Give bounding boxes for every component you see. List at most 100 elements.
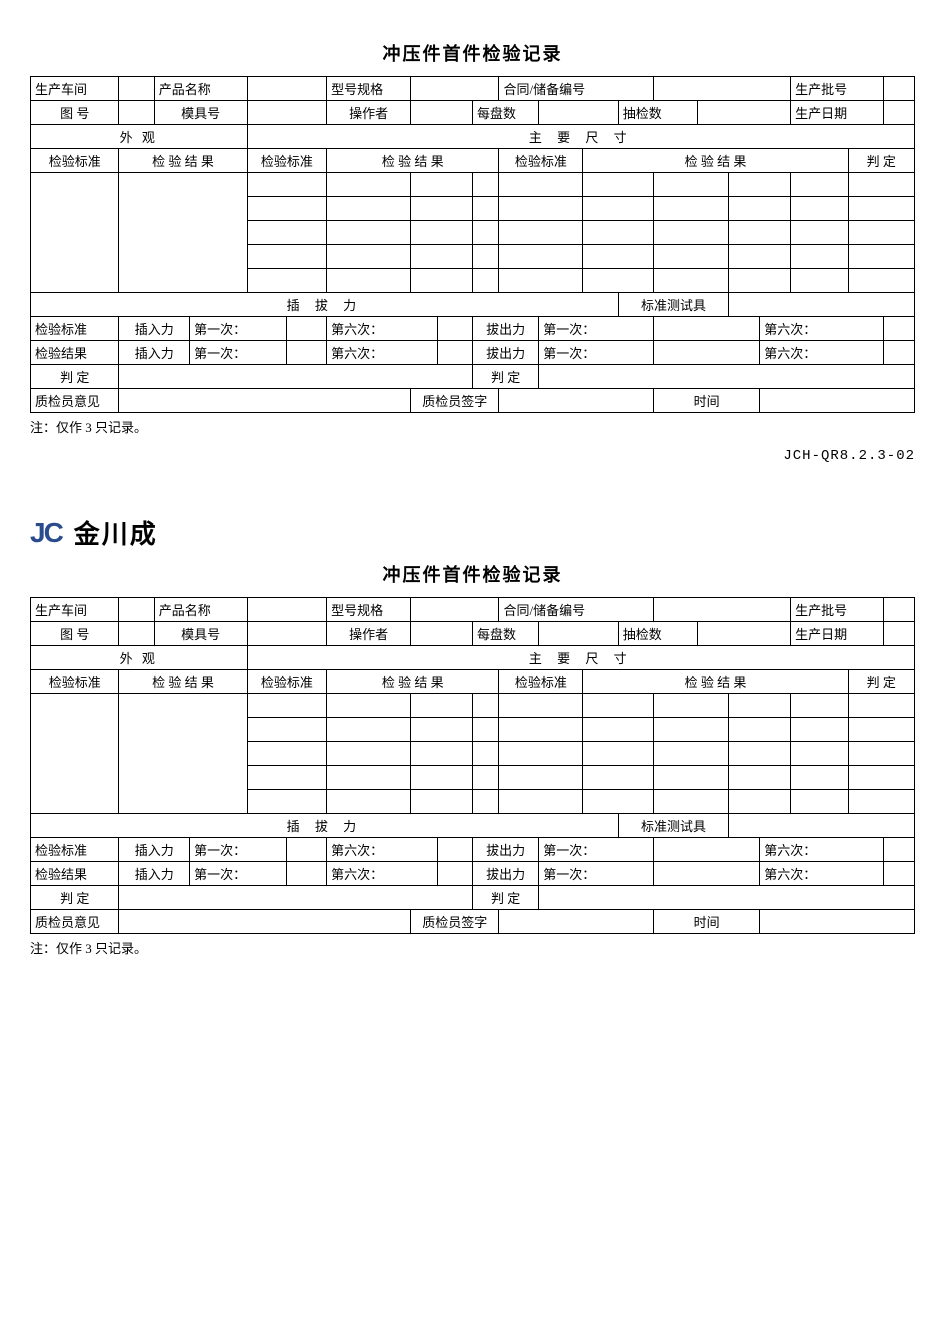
logo-text: 金川成 bbox=[74, 514, 158, 551]
force-judge-row: 判 定 判 定 bbox=[31, 365, 915, 389]
force-result-row: 检验结果 插入力 第一次： 第六次： 拔出力 第一次： 第六次： bbox=[31, 341, 915, 365]
dim-result-cell bbox=[729, 221, 791, 245]
mold-label: 模具号 bbox=[154, 101, 247, 125]
dim-result-cell bbox=[472, 694, 499, 718]
sig-value bbox=[499, 389, 654, 413]
dim-std-cell bbox=[499, 766, 583, 790]
result-label-1: 检 验 结 果 bbox=[119, 670, 247, 694]
dim-std-cell bbox=[499, 790, 583, 814]
dim-result-cell bbox=[654, 245, 729, 269]
insert-label: 插入力 bbox=[119, 838, 190, 862]
dim-result-cell bbox=[791, 269, 848, 293]
dimensions-section: 主 要 尺 寸 bbox=[247, 646, 914, 670]
dim-std-cell bbox=[247, 221, 327, 245]
judge-label: 判 定 bbox=[848, 149, 914, 173]
product-value bbox=[247, 77, 327, 101]
std-label-2: 检验标准 bbox=[247, 670, 327, 694]
first-label: 第一次： bbox=[190, 341, 287, 365]
dim-result-cell bbox=[654, 221, 729, 245]
force-value bbox=[287, 838, 327, 862]
dim-std-cell bbox=[499, 694, 583, 718]
dim-result-cell bbox=[654, 766, 729, 790]
judge-value bbox=[539, 365, 915, 389]
force-value bbox=[654, 838, 760, 862]
workshop-label: 生产车间 bbox=[31, 77, 119, 101]
sig-label: 质检员签字 bbox=[411, 910, 499, 934]
sig-value bbox=[499, 910, 654, 934]
judge-cell bbox=[848, 221, 914, 245]
result-label-3: 检 验 结 果 bbox=[583, 149, 848, 173]
judge-cell bbox=[848, 766, 914, 790]
dim-result-cell bbox=[654, 718, 729, 742]
opinion-label: 质检员意见 bbox=[31, 389, 119, 413]
dim-result-cell bbox=[583, 245, 654, 269]
force-value bbox=[883, 317, 914, 341]
date-label: 生产日期 bbox=[791, 622, 884, 646]
dim-result-cell bbox=[791, 766, 848, 790]
dim-result-cell bbox=[327, 694, 411, 718]
inspection-table: 生产车间 产品名称 型号规格 合同/储备编号 生产批号 图 号 模具号 操作者 … bbox=[30, 76, 915, 413]
dim-result-cell bbox=[327, 718, 411, 742]
dim-result-cell bbox=[791, 718, 848, 742]
first-label: 第一次： bbox=[190, 317, 287, 341]
pull-label: 拔出力 bbox=[472, 862, 538, 886]
dim-result-cell bbox=[472, 742, 499, 766]
opinion-label: 质检员意见 bbox=[31, 910, 119, 934]
drawing-value bbox=[119, 101, 154, 125]
dim-result-cell bbox=[791, 221, 848, 245]
dim-std-cell bbox=[247, 269, 327, 293]
form-title: 冲压件首件检验记录 bbox=[30, 40, 915, 66]
perplate-label: 每盘数 bbox=[472, 622, 538, 646]
first-label: 第一次： bbox=[190, 838, 287, 862]
dim-result-cell bbox=[327, 269, 411, 293]
dim-result-cell bbox=[411, 221, 473, 245]
sixth-label: 第六次： bbox=[327, 317, 437, 341]
force-value bbox=[287, 341, 327, 365]
std-label-2: 检验标准 bbox=[247, 149, 327, 173]
drawing-value bbox=[119, 622, 154, 646]
force-section-row: 插 拔 力 标准测试具 bbox=[31, 814, 915, 838]
judge-cell bbox=[848, 694, 914, 718]
force-result-label: 检验结果 bbox=[31, 862, 119, 886]
document-number: JCH-QR8.2.3-02 bbox=[30, 448, 915, 464]
dim-std-cell bbox=[247, 173, 327, 197]
appearance-result-cell bbox=[119, 173, 247, 293]
mold-label: 模具号 bbox=[154, 622, 247, 646]
dim-result-cell bbox=[654, 197, 729, 221]
date-value bbox=[883, 622, 914, 646]
tester-value bbox=[729, 293, 915, 317]
dim-result-cell bbox=[729, 718, 791, 742]
dim-result-cell bbox=[472, 221, 499, 245]
force-std-label: 检验标准 bbox=[31, 317, 119, 341]
dim-result-cell bbox=[791, 173, 848, 197]
sixth-label: 第六次： bbox=[327, 341, 437, 365]
dim-std-cell bbox=[247, 766, 327, 790]
force-value bbox=[654, 341, 760, 365]
result-label-2: 检 验 结 果 bbox=[327, 670, 499, 694]
company-logo: JC 金川成 bbox=[30, 514, 915, 551]
spec-value bbox=[411, 77, 499, 101]
std-label-1: 检验标准 bbox=[31, 149, 119, 173]
dim-std-cell bbox=[499, 269, 583, 293]
dim-result-cell bbox=[327, 197, 411, 221]
contract-label: 合同/储备编号 bbox=[499, 598, 654, 622]
spec-label: 型号规格 bbox=[327, 77, 411, 101]
dim-result-cell bbox=[791, 694, 848, 718]
force-value bbox=[883, 838, 914, 862]
dim-result-cell bbox=[729, 742, 791, 766]
inspection-table: 生产车间 产品名称 型号规格 合同/储备编号 生产批号 图 号 模具号 操作者 … bbox=[30, 597, 915, 934]
dim-result-cell bbox=[327, 221, 411, 245]
sixth-label: 第六次： bbox=[760, 341, 884, 365]
drawing-label: 图 号 bbox=[31, 101, 119, 125]
header-row-2: 图 号 模具号 操作者 每盘数 抽检数 生产日期 bbox=[31, 622, 915, 646]
contract-value bbox=[654, 77, 791, 101]
time-value bbox=[760, 389, 915, 413]
dim-result-cell bbox=[729, 197, 791, 221]
first-label: 第一次： bbox=[539, 341, 654, 365]
dim-result-cell bbox=[411, 742, 473, 766]
pull-label: 拔出力 bbox=[472, 341, 538, 365]
judge-label-2: 判 定 bbox=[472, 365, 538, 389]
mold-value bbox=[247, 622, 327, 646]
form-instance-1: 冲压件首件检验记录 生产车间 产品名称 型号规格 合同/储备编号 生产批号 bbox=[30, 40, 915, 464]
dim-result-cell bbox=[729, 694, 791, 718]
